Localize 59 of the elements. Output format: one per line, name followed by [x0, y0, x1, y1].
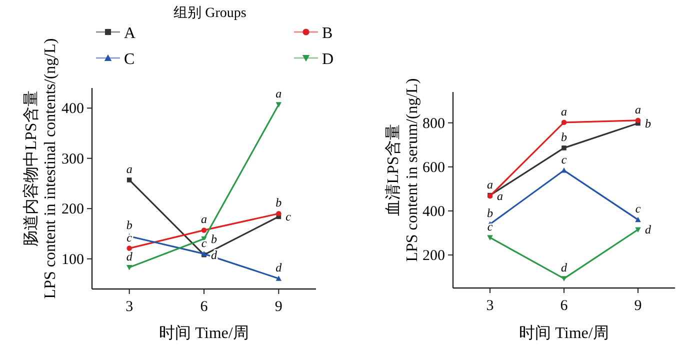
annotation: c [286, 210, 292, 224]
point [562, 146, 566, 150]
annotation: d [276, 260, 283, 274]
y-tick-label: 100 [62, 252, 84, 268]
annotation: a [276, 86, 282, 101]
annotation: b [126, 218, 132, 232]
legend-label: B [322, 25, 333, 42]
y-tick-label: 800 [422, 116, 445, 132]
point [635, 216, 641, 222]
point [561, 276, 567, 282]
x-axis-title: 时间 Time/周 [519, 324, 609, 342]
point [126, 264, 132, 270]
legend-title: 组别 Groups [174, 5, 246, 21]
annotation: a [561, 104, 567, 118]
point [276, 102, 282, 108]
annotation: c [201, 236, 208, 250]
annotation: a [635, 102, 641, 116]
x-tick-label: 3 [126, 299, 134, 315]
y-tick-label: 600 [422, 160, 445, 176]
point [201, 228, 207, 233]
x-tick-label: 6 [560, 298, 568, 314]
point [561, 120, 567, 126]
y-axis-title: 肠道内容物中LPS含量 LPS content in intestinal contents/(ng/L) [22, 38, 59, 299]
point [276, 210, 282, 216]
x-tick-label: 3 [486, 298, 494, 314]
point [487, 235, 493, 240]
y-tick-label: 200 [62, 202, 84, 218]
annotation: c [635, 202, 642, 216]
x-axis-title: 时间 Time/周 [159, 324, 249, 342]
y-axis-title: 血清LPS含量 LPS content in serum/(ng/L) [384, 78, 421, 262]
point [635, 227, 641, 233]
point [126, 246, 132, 251]
point [635, 118, 641, 124]
y-tick-label: 400 [422, 204, 445, 220]
annotation: b [276, 196, 282, 210]
annotation: a [497, 188, 503, 203]
y-tick-label: 200 [422, 248, 445, 264]
annotation: d [561, 260, 568, 275]
x-tick-label: 9 [634, 298, 642, 314]
legend-label: A [124, 25, 136, 42]
annotation: a [126, 162, 132, 176]
annotation: b [561, 130, 567, 144]
annotation: b [645, 116, 651, 130]
y-tick-label: 400 [62, 101, 84, 118]
annotation: b [487, 206, 493, 220]
annotation: d [126, 249, 134, 264]
point [561, 168, 567, 173]
annotation: a [201, 212, 207, 226]
annotation: c [561, 152, 568, 166]
legend-label: D [322, 51, 334, 68]
x-tick-label: 9 [274, 299, 282, 315]
y-tick-label: 300 [62, 151, 84, 168]
annotation: a [487, 177, 493, 192]
legend-label: C [124, 51, 135, 68]
annotation: d [645, 222, 652, 237]
annotation: b [211, 232, 217, 246]
x-tick-label: 6 [200, 299, 208, 315]
point [276, 276, 282, 281]
point [126, 178, 132, 182]
